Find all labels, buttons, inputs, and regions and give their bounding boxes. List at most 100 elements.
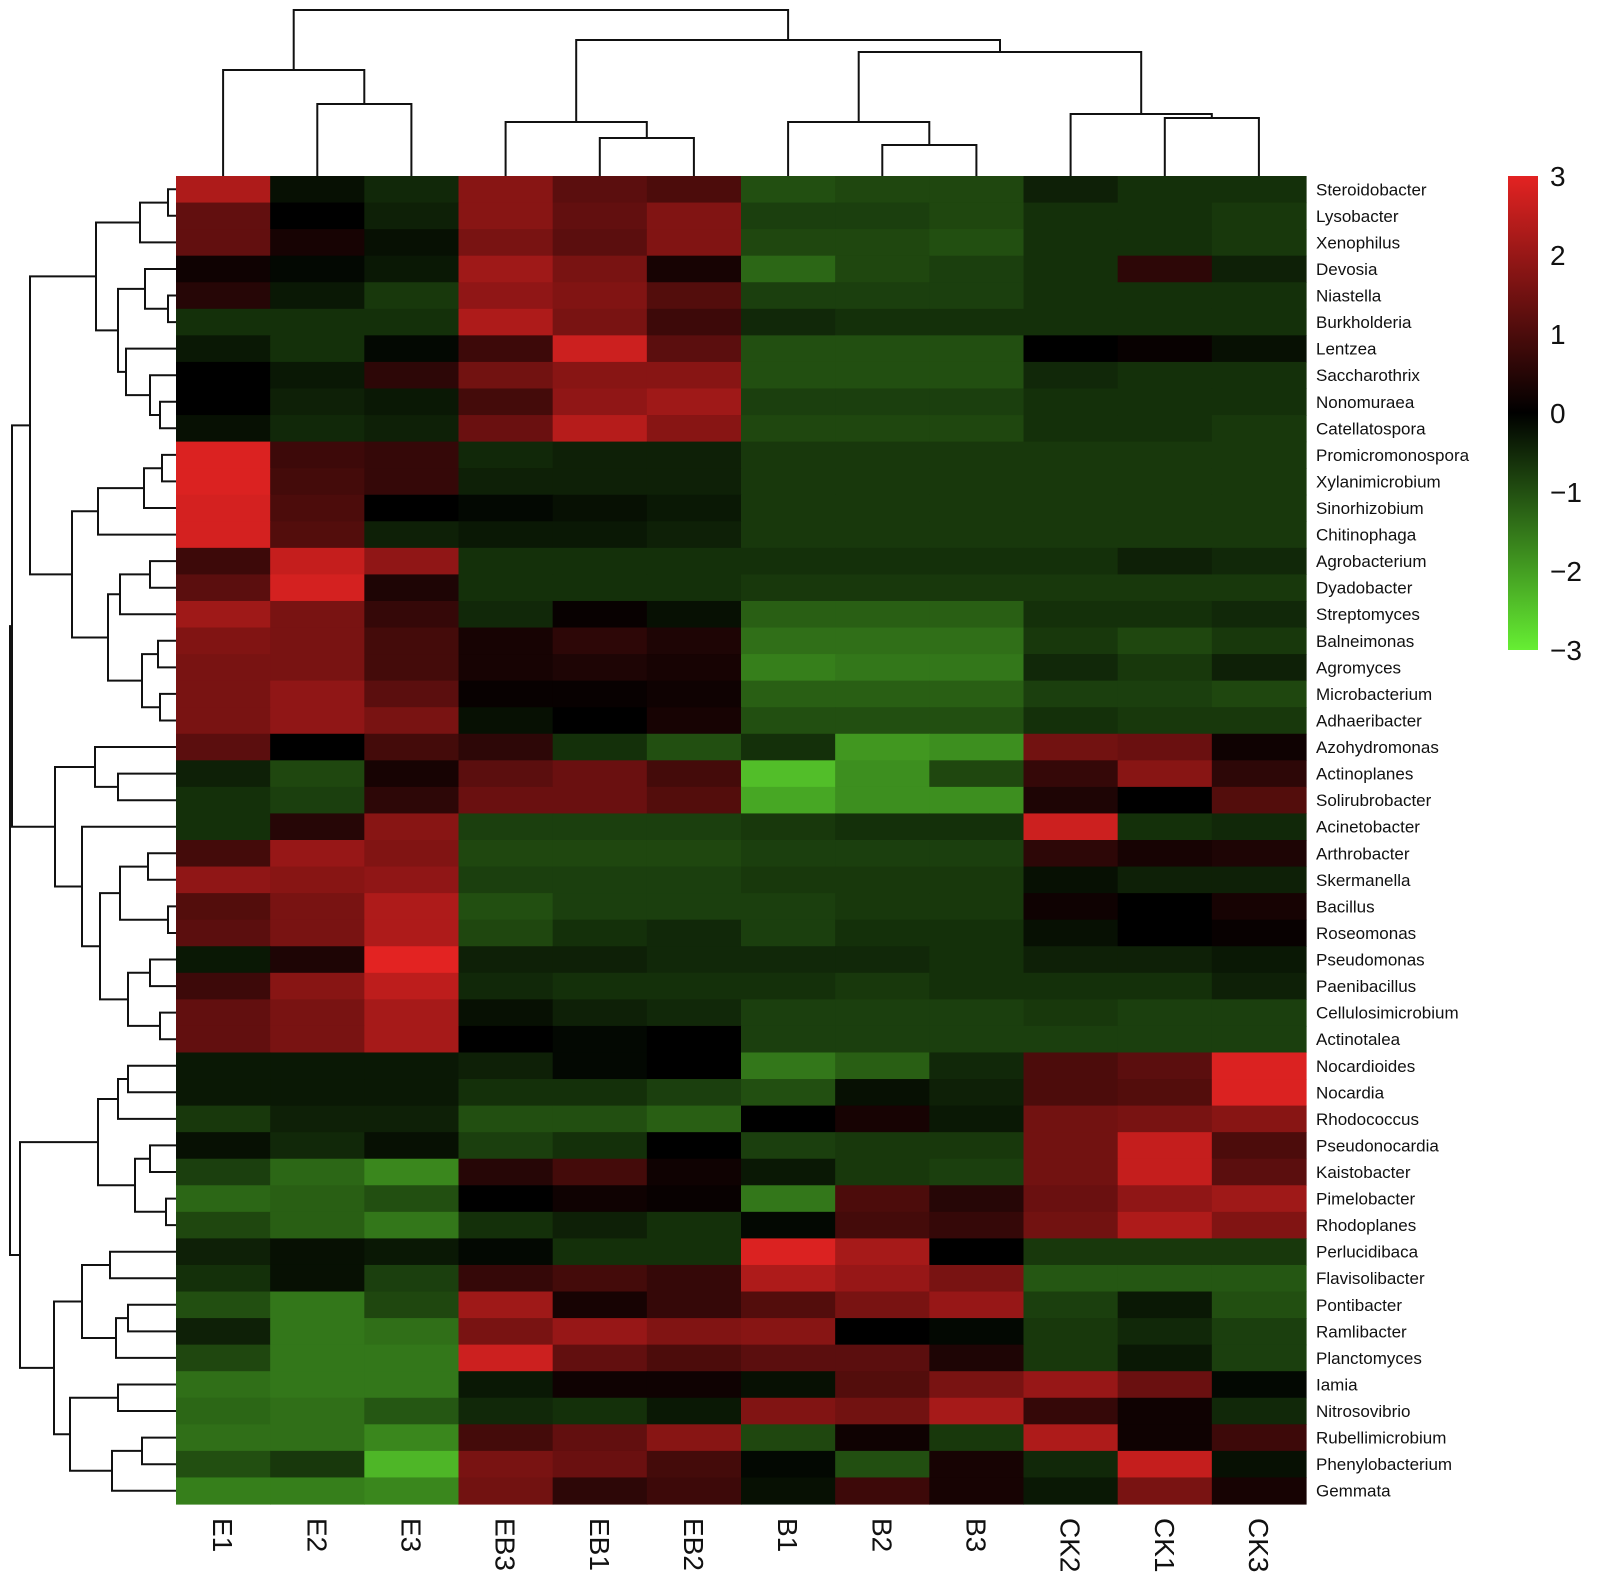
heatmap-cell: [1023, 840, 1119, 868]
heatmap-cell: [1117, 415, 1213, 443]
heatmap-cell: [741, 1025, 836, 1054]
heatmap-cell: [741, 733, 836, 761]
heatmap-cell: [364, 1158, 460, 1186]
heatmap-cell: [364, 1318, 460, 1346]
heatmap-cell: [270, 813, 365, 841]
heatmap-cell: [458, 1185, 554, 1213]
heatmap-cell: [1211, 1424, 1307, 1452]
heatmap-cell: [1117, 893, 1213, 921]
heatmap-cell: [552, 840, 648, 868]
heatmap-cell: [1211, 760, 1307, 788]
heatmap-cell: [176, 415, 271, 443]
heatmap-cell: [646, 282, 742, 310]
heatmap-cell: [1211, 707, 1307, 735]
heatmap-cell: [1117, 388, 1213, 416]
heatmap-cell: [1211, 1397, 1307, 1425]
heatmap-cell: [552, 1052, 648, 1080]
dendrogram-branch: [149, 1144, 176, 1173]
dendrogram-branch: [143, 467, 176, 509]
heatmap-cell: [929, 441, 1025, 469]
heatmap-cell: [552, 1397, 648, 1425]
heatmap-cell: [835, 919, 930, 947]
heatmap-cell: [646, 1079, 742, 1107]
heatmap-cell: [646, 654, 742, 682]
heatmap-cell: [646, 468, 742, 496]
column-label: E2: [301, 1518, 332, 1552]
heatmap-cell: [1117, 176, 1213, 204]
heatmap-cell: [1117, 1344, 1213, 1372]
heatmap-cell: [646, 1132, 742, 1160]
heatmap-cell: [929, 1344, 1025, 1372]
heatmap-cell: [1211, 468, 1307, 496]
heatmap-cell: [1023, 494, 1119, 522]
dendrogram-branch: [159, 1011, 176, 1041]
heatmap-cell: [1211, 972, 1307, 1000]
dendrogram-branch: [141, 1436, 176, 1466]
heatmap-cell: [458, 521, 554, 549]
heatmap-cell: [364, 919, 460, 947]
dendrogram-branch: [109, 1250, 176, 1280]
heatmap-cell: [364, 972, 460, 1000]
heatmap-cell: [646, 308, 742, 336]
heatmap-cell: [835, 813, 930, 841]
dendrogram-branch: [97, 487, 176, 536]
heatmap-cell: [835, 707, 930, 735]
heatmap-cell: [1023, 1105, 1119, 1133]
heatmap-cell: [458, 813, 554, 841]
column-label: CK2: [1055, 1518, 1086, 1572]
heatmap-cell: [741, 521, 836, 549]
heatmap-cell: [270, 1264, 365, 1293]
heatmap-cell: [552, 468, 648, 496]
heatmap-cell: [1211, 176, 1307, 204]
column-labels: E1 E2 E3 EB3 EB1 EB2 B1 B2 B3 CK2 CK1 CK3: [207, 1518, 1274, 1572]
heatmap-cell: [646, 1158, 742, 1186]
heatmap-cell: [176, 1079, 271, 1107]
heatmap-cell: [364, 707, 460, 735]
heatmap-cell: [929, 627, 1025, 655]
heatmap-cell: [364, 388, 460, 416]
heatmap-cell: [270, 1477, 365, 1505]
heatmap-cell: [364, 1105, 460, 1133]
row-label: Paenibacillus: [1316, 977, 1416, 996]
heatmap-cell: [552, 229, 648, 257]
heatmap-cell: [1211, 733, 1307, 761]
scale-tick-label: 0: [1550, 398, 1566, 429]
heatmap-cell: [835, 972, 930, 1000]
heatmap-cell: [1211, 1158, 1307, 1186]
heatmap-cell: [741, 574, 836, 602]
heatmap-cell: [552, 574, 648, 602]
heatmap-cell: [270, 866, 365, 894]
dendrogram-branch: [117, 772, 176, 802]
heatmap-cell: [270, 494, 365, 522]
heatmap-cell: [929, 1424, 1025, 1452]
heatmap-cell: [270, 1238, 365, 1266]
heatmap-cell: [741, 255, 836, 283]
heatmap-cell: [270, 786, 365, 815]
heatmap-cell: [741, 547, 836, 575]
heatmap-cell: [835, 946, 930, 974]
dendrogram-branch: [53, 1300, 82, 1436]
row-label: Flavisolibacter: [1316, 1269, 1425, 1288]
row-label: Solirubrobacter: [1316, 791, 1432, 810]
row-dendrogram: [9, 188, 176, 1492]
heatmap-cell: [458, 999, 554, 1027]
heatmap-cell: [929, 282, 1025, 310]
heatmap-cell: [552, 1079, 648, 1107]
dendrogram-branch: [94, 746, 176, 788]
row-label: Pimelobacter: [1316, 1190, 1416, 1209]
heatmap-cell: [270, 415, 365, 443]
heatmap-cell: [176, 840, 271, 868]
heatmap-cell: [1023, 1450, 1119, 1479]
heatmap-cell: [835, 1450, 930, 1479]
heatmap-cell: [458, 494, 554, 522]
heatmap-cell: [1117, 919, 1213, 947]
row-label: Actinotalea: [1316, 1030, 1401, 1049]
heatmap-cell: [176, 1397, 271, 1425]
heatmap-cell: [458, 468, 554, 496]
heatmap-cell: [646, 441, 742, 469]
row-label: Burkholderia: [1316, 313, 1412, 332]
heatmap-cell: [1211, 600, 1307, 629]
heatmap-cell: [835, 388, 930, 416]
heatmap-cell: [364, 1025, 460, 1054]
heatmap-cell: [741, 680, 836, 708]
